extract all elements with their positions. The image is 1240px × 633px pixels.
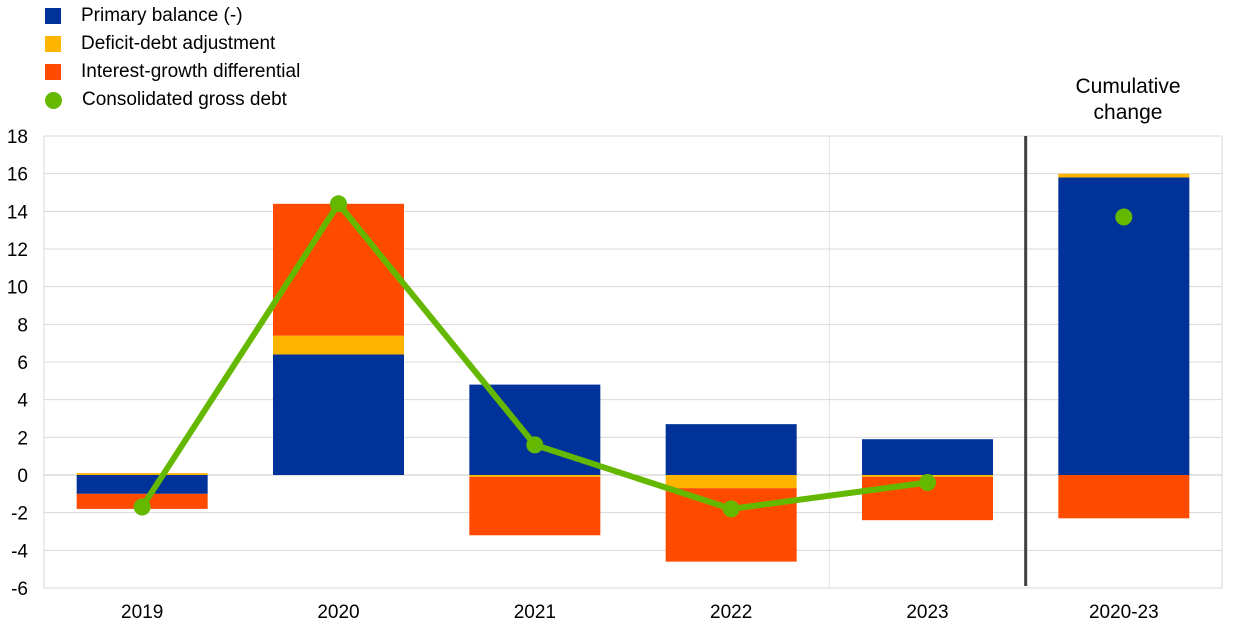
x-tick-label: 2020 xyxy=(317,602,359,623)
debt-point xyxy=(330,195,347,213)
debt-point xyxy=(1115,208,1133,226)
bar-interest-growth xyxy=(1058,475,1190,519)
y-tick-label: 16 xyxy=(7,165,28,186)
y-tick-label: -6 xyxy=(11,579,28,600)
debt-point xyxy=(133,498,151,516)
bar-primary-balance xyxy=(1058,177,1190,475)
bar-primary-balance xyxy=(273,354,404,475)
bar-deficit-debt-adjustment xyxy=(273,335,404,355)
y-tick-label: 14 xyxy=(7,202,29,223)
legend-swatch-interest-growth xyxy=(45,64,61,80)
bar-interest-growth xyxy=(665,488,797,562)
debt-point xyxy=(919,474,936,492)
y-tick-label: 8 xyxy=(17,315,28,336)
cumulative-change-label: Cumulative change xyxy=(1048,74,1208,126)
x-tick-label: 2020-23 xyxy=(1089,602,1159,623)
y-tick-label: 6 xyxy=(17,353,28,374)
cumulative-label-line1: Cumulative xyxy=(1075,75,1181,98)
legend-label: Interest-growth differential xyxy=(81,61,301,82)
legend-swatch-deficit-debt-adjustment xyxy=(45,36,61,52)
legend-item-primary-balance: Primary balance (-) xyxy=(45,2,300,30)
legend: Primary balance (-) Deficit-debt adjustm… xyxy=(45,2,300,114)
debt-point xyxy=(722,500,740,518)
cumulative-label-line2: change xyxy=(1093,101,1163,124)
bar-deficit-debt-adjustment xyxy=(665,475,797,489)
y-tick-label: -4 xyxy=(11,541,28,562)
debt-point xyxy=(526,436,544,454)
y-tick-label: 4 xyxy=(17,391,28,412)
x-axis: 2019 2020 2021 2022 2023 2020-23 xyxy=(121,602,1159,623)
bars xyxy=(76,173,1190,562)
bar-primary-balance xyxy=(665,424,797,475)
debt-line xyxy=(133,195,1133,518)
legend-item-deficit-debt-adjustment: Deficit-debt adjustment xyxy=(45,30,300,58)
bar-interest-growth xyxy=(469,476,601,536)
legend-item-interest-growth: Interest-growth differential xyxy=(45,58,300,86)
y-tick-label: 10 xyxy=(7,278,28,299)
legend-swatch-gross-debt xyxy=(45,91,62,109)
bar-deficit-debt-adjustment xyxy=(1058,173,1190,178)
y-tick-label: 2 xyxy=(17,428,28,449)
y-tick-label: 18 xyxy=(7,127,28,148)
x-tick-label: 2022 xyxy=(710,602,752,623)
y-tick-label: 0 xyxy=(17,466,28,487)
bar-primary-balance xyxy=(862,439,993,475)
x-tick-label: 2021 xyxy=(514,602,556,623)
legend-label: Primary balance (-) xyxy=(81,5,243,26)
legend-item-gross-debt: Consolidated gross debt xyxy=(45,86,300,114)
legend-label: Deficit-debt adjustment xyxy=(81,33,276,54)
bar-primary-balance xyxy=(76,475,208,494)
y-tick-label: -2 xyxy=(11,504,28,525)
y-axis: -6 -4 -2 0 2 4 6 8 10 12 14 16 18 xyxy=(7,127,29,600)
x-tick-label: 2019 xyxy=(121,602,163,623)
bar-deficit-debt-adjustment xyxy=(469,475,601,477)
x-tick-label: 2023 xyxy=(906,602,948,623)
gridlines xyxy=(43,135,1223,589)
legend-swatch-primary-balance xyxy=(45,8,61,24)
legend-label: Consolidated gross debt xyxy=(82,89,287,110)
bar-deficit-debt-adjustment xyxy=(76,473,208,475)
y-tick-label: 12 xyxy=(7,240,28,261)
